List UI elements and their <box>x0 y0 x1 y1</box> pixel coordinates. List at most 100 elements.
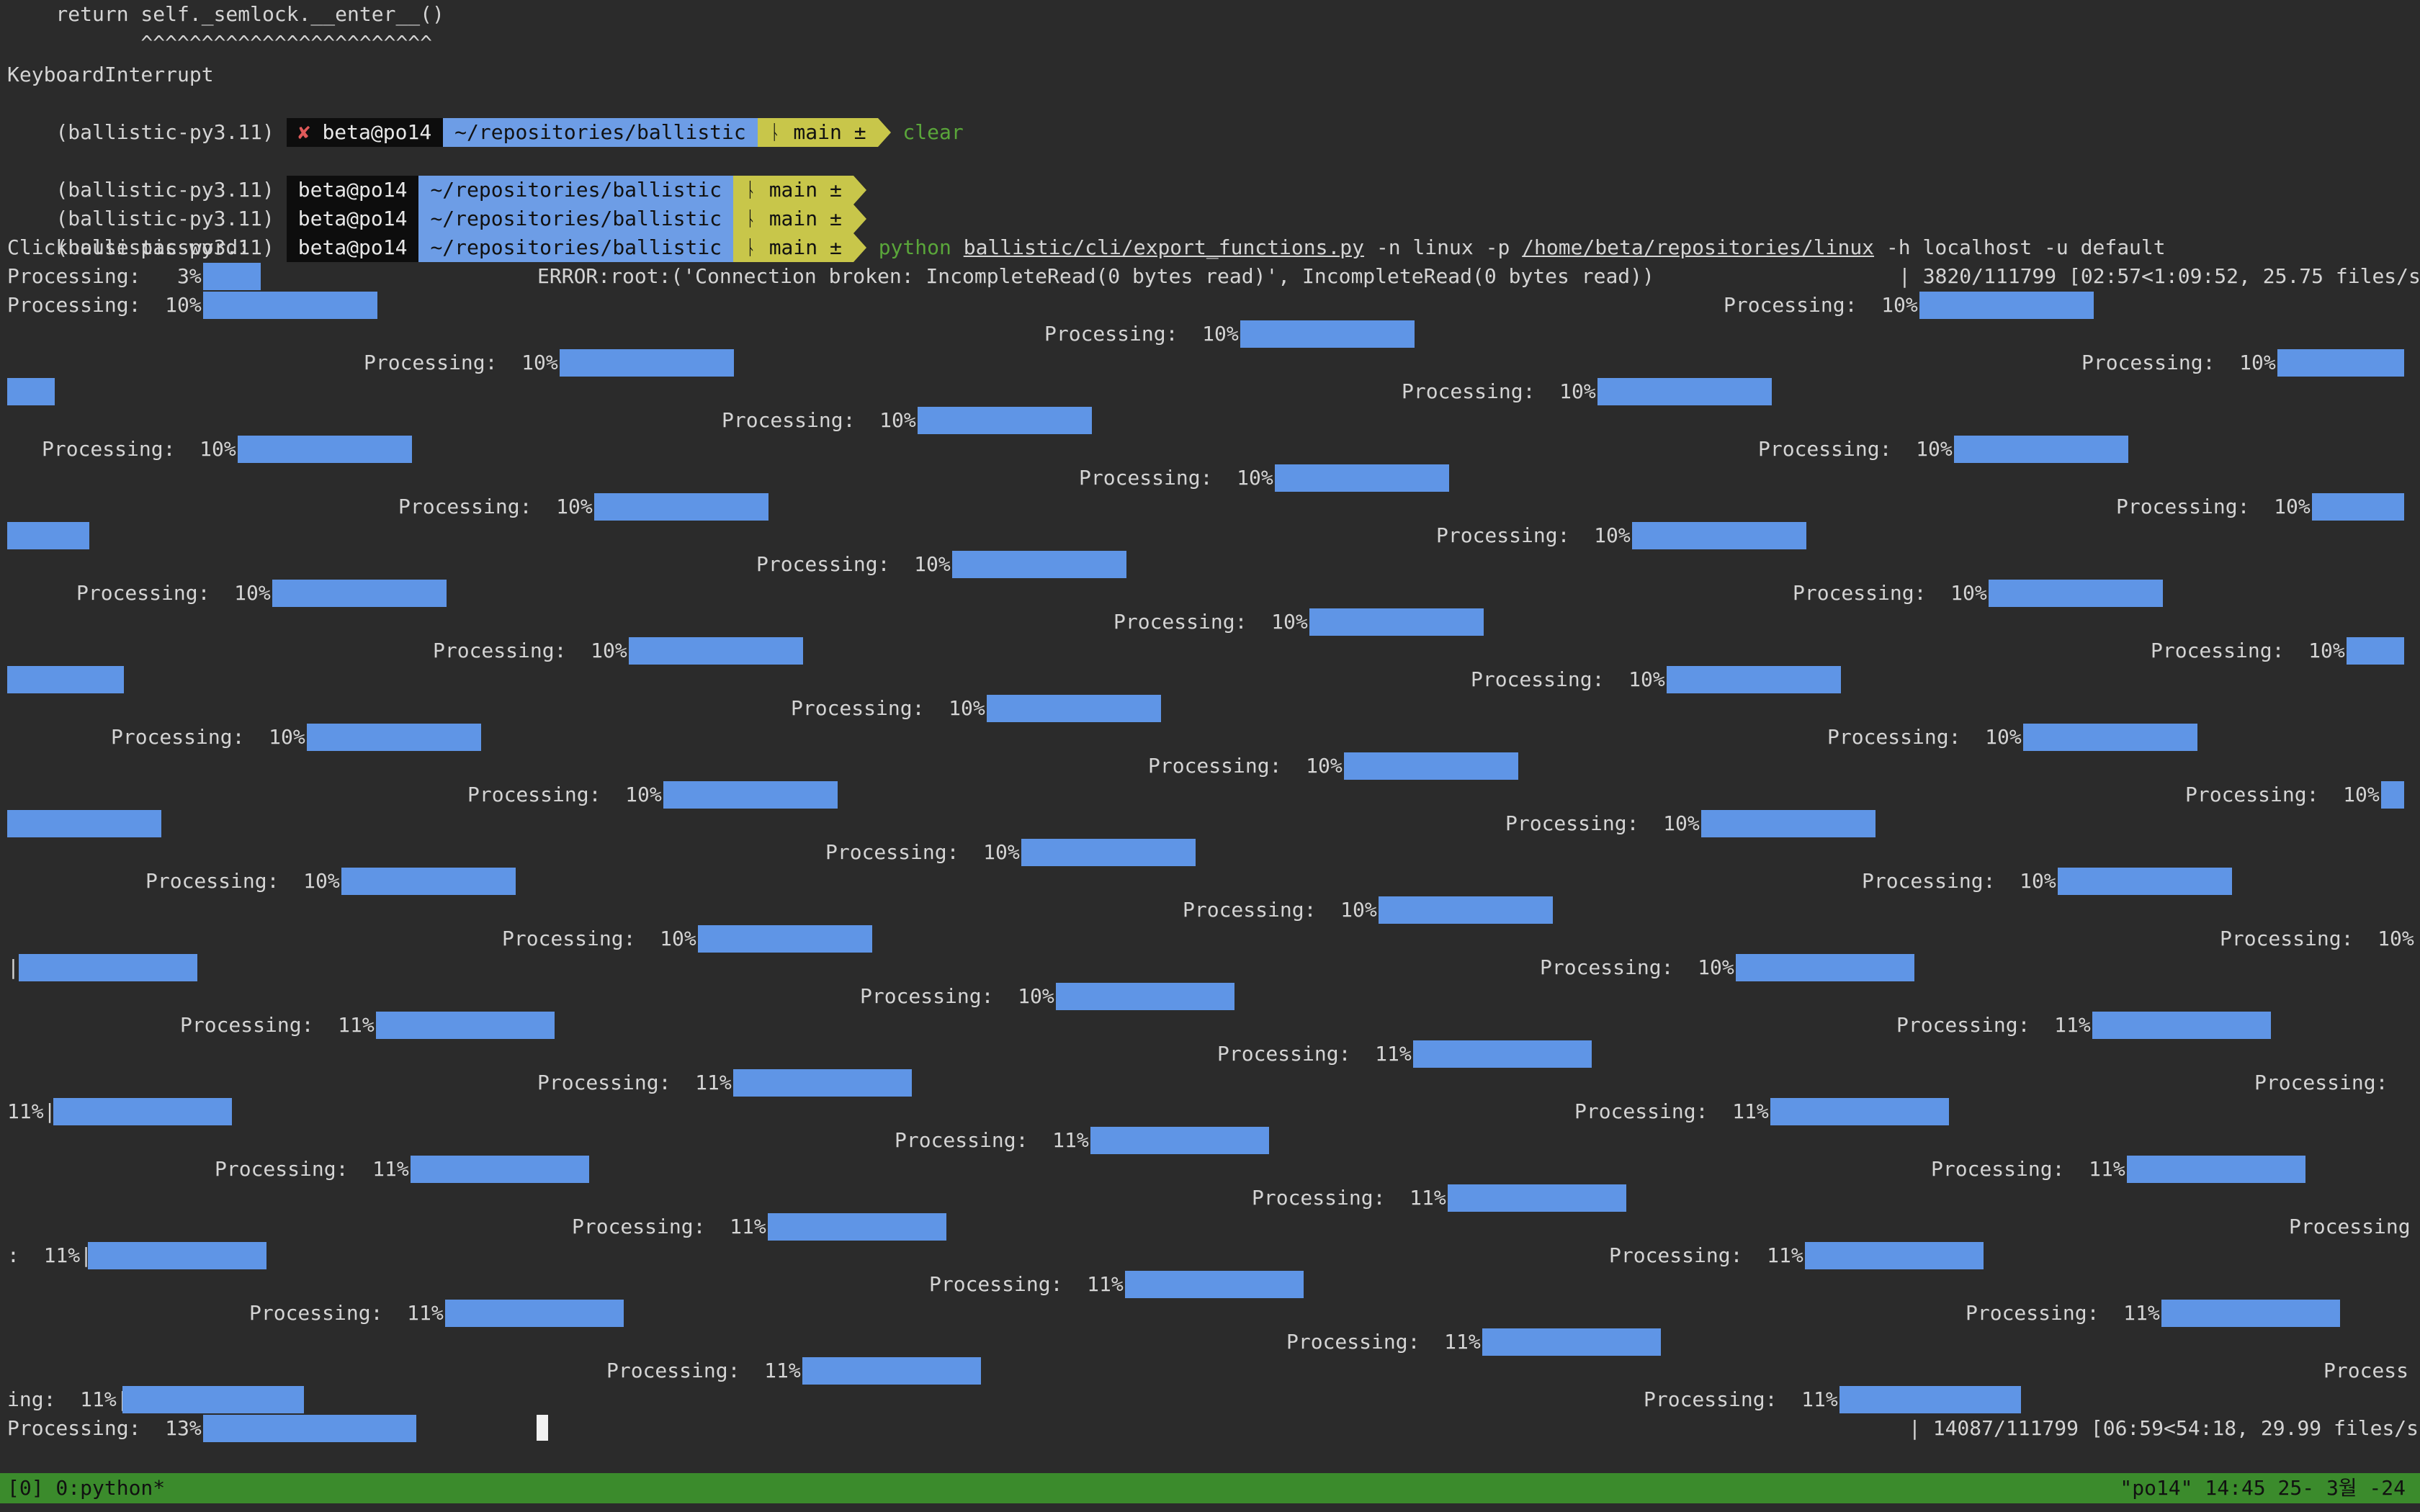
progress-label: Processing: 10% <box>2220 927 2414 950</box>
progress-label: | <box>7 955 19 979</box>
progress-bar <box>1632 522 1806 549</box>
progress-label: Processing: 10%| <box>722 408 928 432</box>
progress-bar <box>594 493 768 521</box>
progress-label: Processing: 10%| <box>1540 955 1747 979</box>
progress-bar <box>1597 378 1772 405</box>
progress-bar <box>1090 1127 1269 1154</box>
tmux-status-right: "po14" 14:45 25- 3월 -24 <box>2120 1476 2406 1500</box>
progress-bar <box>1413 1040 1592 1068</box>
progress-label: Processing: 10%| <box>756 552 963 576</box>
progress-label: Processing: 13%| <box>7 1416 214 1440</box>
progress-label: Processing: 10%| <box>111 725 318 749</box>
progress-bar <box>1379 896 1553 924</box>
progress-bar <box>2312 493 2404 521</box>
progress-stats: | 14087/111799 [06:59<54:18, 29.99 files… <box>1909 1416 2420 1440</box>
progress-bar <box>698 925 872 953</box>
progress-label: Processing: 10%| <box>2151 639 2357 662</box>
progress-label: Processing: 11%| <box>1644 1387 1850 1411</box>
progress-label: Processing: 10%| <box>1436 523 1643 547</box>
prompt-line: (ballistic-py3.11) beta@po14 ~/repositori… <box>7 204 2166 262</box>
progress-bar <box>1448 1184 1626 1212</box>
progress-bar <box>663 781 838 809</box>
progress-label: Processing: 10%| <box>1724 293 1930 317</box>
progress-bar <box>2347 637 2404 665</box>
progress-label: Processing: 11%| <box>895 1128 1101 1152</box>
text-cursor <box>537 1415 548 1441</box>
progress-bar <box>1667 666 1841 693</box>
progress-bar <box>1954 436 2128 463</box>
progress-bar <box>1309 608 1484 636</box>
progress-label: Processing: 10%| <box>2185 783 2392 806</box>
progress-label: Processing: 10%| <box>1148 754 1355 778</box>
progress-bar <box>1125 1271 1304 1298</box>
progress-label: Processing: 11%| <box>1217 1042 1424 1066</box>
progress-label: Processing: 10%| <box>2116 495 2323 518</box>
progress-bar <box>411 1156 589 1183</box>
tmux-window-list[interactable]: [0] 0:python* <box>7 1476 166 1500</box>
venv-label: (ballistic-py3.11) <box>55 235 274 259</box>
command-args: -n linux -p <box>1364 235 1523 259</box>
progress-label: Processing: 11%| <box>572 1215 779 1238</box>
progress-bar <box>1482 1328 1661 1356</box>
progress-label: : 11%| <box>7 1243 93 1267</box>
progress-label: Processing: 10%| <box>433 639 640 662</box>
command-path: /home/beta/repositories/linux <box>1522 235 1875 259</box>
progress-bar <box>1275 464 1449 492</box>
progress-label: Processing: 10%| <box>76 581 283 605</box>
progress-label: Processing <box>2289 1215 2411 1238</box>
prompt-dir-segment: ~/repositories/ballistic <box>418 176 734 204</box>
progress-bar <box>1770 1098 1949 1125</box>
progress-label: Processing: 10%| <box>42 437 248 461</box>
keyboard-interrupt: KeyboardInterrupt <box>7 63 214 86</box>
progress-label: Processing: 10%| <box>791 696 998 720</box>
progress-bar <box>341 868 516 895</box>
progress-bar <box>2277 349 2404 377</box>
progress-bar <box>272 580 447 607</box>
progress-label: Processing: 10%| <box>467 783 674 806</box>
progress-label: Processing: 10%| <box>7 293 214 317</box>
prompt-user-segment: beta@po14 <box>286 176 419 204</box>
progress-bar-fill <box>203 1415 416 1442</box>
progress-bar <box>53 1098 232 1125</box>
prompt-dir-segment: ~/repositories/ballistic <box>443 118 758 147</box>
progress-label: Processing: 10%| <box>1793 581 1999 605</box>
progress-label: Processing: 11%| <box>1931 1157 2138 1181</box>
progress-bar <box>1021 839 1196 866</box>
progress-label: Processing: 10%| <box>1402 379 1608 403</box>
progress-bar <box>1736 954 1914 981</box>
progress-bar-fill <box>203 263 261 290</box>
password-prompt: Clickhouse password: <box>7 235 251 259</box>
prompt-arrow-icon <box>877 118 891 147</box>
progress-bar <box>802 1357 981 1385</box>
progress-bar <box>768 1213 946 1241</box>
progress-label: Processing: 10%| <box>398 495 605 518</box>
progress-label: Processing: 11%| <box>1252 1186 1458 1210</box>
progress-bar <box>7 522 89 549</box>
progress-bar <box>238 436 412 463</box>
progress-bar <box>2058 868 2232 895</box>
progress-bar <box>1240 320 1415 348</box>
progress-label: Processing: 11%| <box>929 1272 1136 1296</box>
progress-bar <box>560 349 734 377</box>
progress-label: Processing: 11%| <box>1574 1099 1781 1123</box>
prompt-git-segment: ᚿ main ± <box>757 118 878 147</box>
prompt-line: (ballistic-py3.11) beta@po14 ~/repositori… <box>7 176 866 233</box>
progress-label: Process <box>2323 1359 2409 1382</box>
prompt-dir-segment: ~/repositories/ballistic <box>418 233 734 262</box>
progress-bar <box>918 407 1092 434</box>
progress-bar <box>629 637 803 665</box>
progress-bar <box>2092 1012 2271 1039</box>
progress-bar <box>203 292 377 319</box>
progress-label: Processing: 11%| <box>215 1157 421 1181</box>
prompt-line: (ballistic-py3.11) ✘ beta@po14 ~/reposito… <box>7 89 964 147</box>
venv-label: (ballistic-py3.11) <box>55 207 274 230</box>
prompt-arrow-icon <box>853 176 866 204</box>
progress-bar <box>1805 1242 1984 1269</box>
prompt-arrow-icon <box>853 233 866 262</box>
progress-bar <box>88 1242 266 1269</box>
user-host: beta@po14 <box>322 120 432 144</box>
progress-bar <box>445 1300 624 1327</box>
progress-bar <box>2127 1156 2305 1183</box>
progress-label: Processing: 11%| <box>1609 1243 1816 1267</box>
terminal-window[interactable]: return self._semlock.__enter__() ^^^^^^^… <box>0 0 2420 1473</box>
